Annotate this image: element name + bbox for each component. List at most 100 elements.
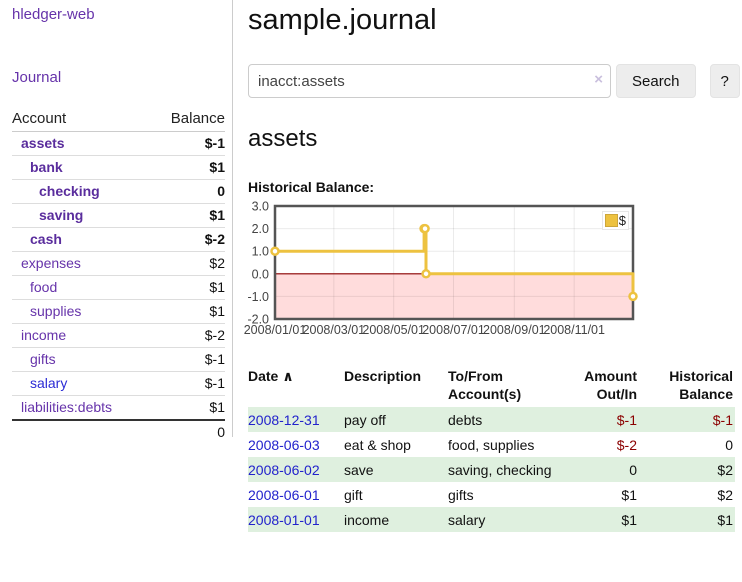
account-link-food[interactable]: food xyxy=(30,279,58,295)
transaction-accounts: salary xyxy=(448,512,486,528)
plot-border xyxy=(273,204,635,321)
transaction-description: gift xyxy=(344,487,363,503)
account-row: gifts $-1 xyxy=(12,347,225,372)
search-button[interactable]: Search xyxy=(616,64,696,98)
account-row: salary $-1 xyxy=(12,371,225,396)
account-row: liabilities:debts $1 xyxy=(12,395,225,421)
clear-search-icon[interactable]: × xyxy=(594,71,603,88)
transaction-accounts: food, supplies xyxy=(448,437,535,453)
account-link-saving[interactable]: saving xyxy=(39,207,84,223)
negative-region xyxy=(275,273,633,319)
account-link-salary[interactable]: salary xyxy=(30,375,68,391)
account-row: expenses $2 xyxy=(12,251,225,276)
transaction-amount: 0 xyxy=(629,462,637,478)
accounts-total-spacer xyxy=(12,419,151,444)
account-link-assets[interactable]: assets xyxy=(21,135,65,151)
search-input[interactable] xyxy=(248,64,611,98)
legend-label: $ xyxy=(618,213,626,228)
accounts-header-account: Account xyxy=(12,107,151,132)
transaction-row: 2008-12-31 pay off debts $-1 $-1 xyxy=(248,407,735,432)
account-balance: $1 xyxy=(150,275,225,300)
account-link-supplies[interactable]: supplies xyxy=(30,303,82,319)
transaction-accounts: saving, checking xyxy=(448,462,552,478)
account-balance: $-2 xyxy=(150,323,225,348)
chart-title: Historical Balance: xyxy=(248,179,375,195)
sidebar-item-journal[interactable]: Journal xyxy=(12,69,62,86)
page-title: sample.journal xyxy=(248,4,437,36)
transaction-description: eat & shop xyxy=(344,437,411,453)
x-tick-label: 2008/03/01 xyxy=(303,323,366,337)
transaction-date-link[interactable]: 2008-06-02 xyxy=(248,462,320,478)
accounts-total-row: 0 xyxy=(12,419,225,444)
account-balance: $1 xyxy=(150,299,225,324)
transaction-row: 2008-06-02 save saving, checking 0 $2 xyxy=(248,457,735,482)
transaction-balance: $1 xyxy=(717,512,733,528)
sidebar: hledger-web Journal Account Balance asse… xyxy=(0,0,233,444)
account-balance: $-1 xyxy=(150,131,225,156)
account-balance: $2 xyxy=(150,251,225,276)
account-row: bank $1 xyxy=(12,155,225,180)
register-header-balance[interactable]: Historical Balance xyxy=(669,368,733,402)
transaction-accounts: debts xyxy=(448,412,483,428)
register-header-date[interactable]: Date ∧ xyxy=(248,368,294,384)
account-row: supplies $1 xyxy=(12,299,225,324)
y-tick-label: -2.0 xyxy=(247,313,269,327)
transaction-date-link[interactable]: 2008-06-01 xyxy=(248,487,320,503)
y-tick-label: 3.0 xyxy=(252,200,269,214)
account-row: cash $-2 xyxy=(12,227,225,252)
legend-swatch-icon xyxy=(604,214,618,227)
account-row: saving $1 xyxy=(12,203,225,228)
search-help-button[interactable]: ? xyxy=(709,64,740,98)
register-header-accounts[interactable]: To/From Account(s) xyxy=(448,368,522,402)
y-tick-label: -1.0 xyxy=(247,290,269,304)
transaction-date-link[interactable]: 2008-01-01 xyxy=(248,512,320,528)
transaction-amount: $-1 xyxy=(616,412,637,428)
data-point xyxy=(420,223,430,234)
transaction-amount: $1 xyxy=(621,512,637,528)
account-balance: $-1 xyxy=(150,347,225,372)
account-link-liabilities-debts[interactable]: liabilities:debts xyxy=(21,399,113,415)
account-link-bank[interactable]: bank xyxy=(30,159,63,175)
accounts-total-value: 0 xyxy=(150,419,225,444)
y-tick-label: 1.0 xyxy=(252,245,269,259)
account-row: income $-2 xyxy=(12,323,225,348)
account-link-expenses[interactable]: expenses xyxy=(21,255,81,271)
transaction-row: 2008-06-01 gift gifts $1 $2 xyxy=(248,482,735,507)
account-balance: $1 xyxy=(150,155,225,180)
account-link-cash[interactable]: cash xyxy=(30,231,62,247)
transaction-amount: $1 xyxy=(621,487,637,503)
transaction-accounts: gifts xyxy=(448,487,474,503)
register-header-description[interactable]: Description xyxy=(344,368,422,384)
transaction-date-link[interactable]: 2008-06-03 xyxy=(248,437,320,453)
account-balance: $1 xyxy=(150,395,225,421)
transaction-description: save xyxy=(344,462,374,478)
transaction-balance: 0 xyxy=(725,437,733,453)
transaction-amount: $-2 xyxy=(616,437,637,453)
transaction-date-link[interactable]: 2008-12-31 xyxy=(248,412,320,428)
account-row: checking 0 xyxy=(12,179,225,204)
y-tick-label: 2.0 xyxy=(252,222,269,236)
account-link-income[interactable]: income xyxy=(21,327,67,343)
transaction-balance: $-1 xyxy=(712,412,733,428)
account-balance: $1 xyxy=(150,203,225,228)
account-row: food $1 xyxy=(12,275,225,300)
historical-balance-chart: 3.0 2.0 1.0 0.0 -1.0 -2.0 2008/01/01 2008/03/01… xyxy=(244,200,640,337)
sort-ascending-icon: ∧ xyxy=(282,368,294,384)
data-point xyxy=(421,269,431,279)
register-header-amount[interactable]: Amount Out/In xyxy=(584,368,637,402)
transaction-row: 2008-06-03 eat & shop food, supplies $-2 0 xyxy=(248,432,735,457)
search-form: × Search ? xyxy=(248,64,740,98)
y-tick-label: 0.0 xyxy=(252,267,269,281)
transaction-description: income xyxy=(344,512,390,528)
x-tick-label: 2008/11/01 xyxy=(543,323,605,337)
account-balance: 0 xyxy=(150,179,225,204)
chart-legend: $ xyxy=(601,211,629,230)
transaction-row: 2008-01-01 income salary $1 $1 xyxy=(248,507,735,532)
x-tick-label: 2008/07/01 xyxy=(422,323,485,337)
account-link-checking[interactable]: checking xyxy=(39,183,100,199)
transaction-balance: $2 xyxy=(717,487,733,503)
main-content: sample.journal × Search ? assets Histori… xyxy=(233,0,742,582)
account-link-gifts[interactable]: gifts xyxy=(30,351,56,367)
brand-link[interactable]: hledger-web xyxy=(12,6,95,23)
